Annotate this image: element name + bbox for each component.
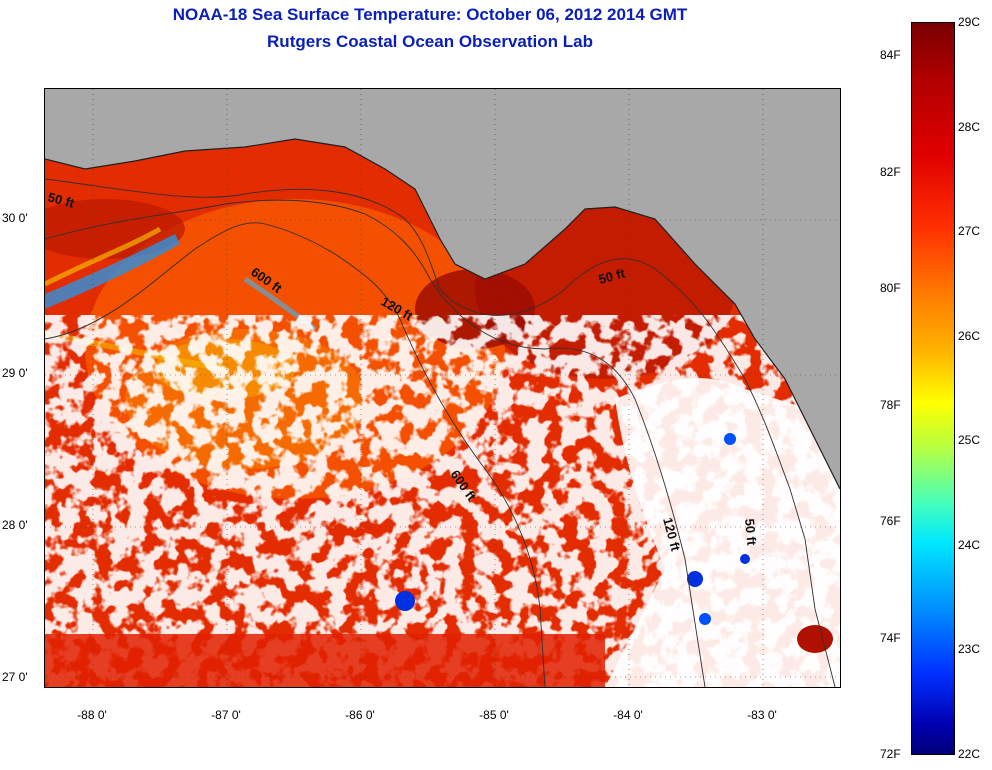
colorbar-f-label: 78F: [880, 398, 901, 412]
lon-label-87: -87 0': [211, 708, 241, 722]
colorbar-c-label: 27C: [958, 224, 981, 238]
lat-label-29: 29 0': [2, 366, 28, 380]
colorbar-c-label: 26C: [958, 329, 981, 343]
colorbar-f-label: 82F: [880, 165, 901, 179]
contour-label-50ft-east: 50 ft: [597, 265, 627, 287]
colorbar-f-label: 80F: [880, 281, 901, 295]
lon-label-86: -86 0': [345, 708, 375, 722]
colorbar-f-label: 84F: [880, 48, 901, 62]
colorbar-f-label: 72F: [880, 747, 901, 761]
colorbar-c-label: 25C: [958, 433, 981, 447]
map-title: NOAA-18 Sea Surface Temperature: October…: [172, 5, 688, 24]
lon-label-84: -84 0': [613, 708, 643, 722]
contour-label-50ft-south: 50 ft: [742, 518, 759, 547]
colorbar-c-label: 22C: [958, 747, 981, 761]
lon-label-85: -85 0': [479, 708, 509, 722]
contour-120ft: [45, 199, 706, 687]
contour-label-50ft-west: 50 ft: [46, 189, 76, 211]
lat-label-30: 30 0': [2, 211, 28, 225]
sst-map[interactable]: 50 ft 600 ft 120 ft 50 ft 600 ft 120 ft …: [44, 88, 841, 688]
lon-label-88: -88 0': [77, 708, 107, 722]
lat-label-27: 27 0': [2, 670, 28, 684]
coastline: [45, 138, 840, 490]
colorbar-c-label: 28C: [958, 120, 981, 134]
contour-600ft: [45, 222, 546, 687]
colorbar-f-label: 76F: [880, 514, 901, 528]
contour-50ft: [45, 178, 836, 687]
lon-label-83: -83 0': [747, 708, 777, 722]
colorbar-c-label: 24C: [958, 538, 981, 552]
temperature-colorbar: [911, 22, 955, 755]
map-subtitle: Rutgers Coastal Ocean Observation Lab: [267, 32, 593, 51]
sst-map-svg: 50 ft 600 ft 120 ft 50 ft 600 ft 120 ft …: [45, 89, 840, 687]
lat-label-28: 28 0': [2, 518, 28, 532]
colorbar-c-label: 23C: [958, 642, 981, 656]
colorbar-c-label: 29C: [958, 15, 981, 29]
colorbar-f-label: 74F: [880, 631, 901, 645]
